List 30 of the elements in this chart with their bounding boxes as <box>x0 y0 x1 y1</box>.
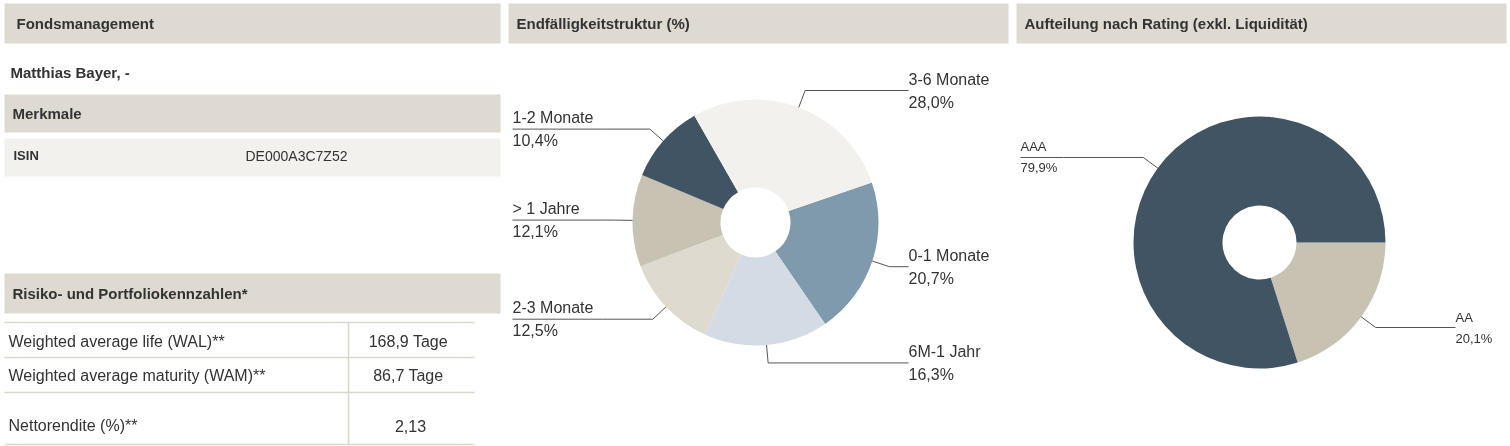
text: Fondsmanagement <box>16 15 155 32</box>
text: Weighted average life (WAL)** <box>8 333 225 350</box>
data-label: 10,4% <box>512 132 558 150</box>
data-label: 20,7% <box>908 269 954 287</box>
slice-label: AAA <box>1020 139 1047 155</box>
data-label: 20,1% <box>1455 330 1493 346</box>
data-label: 12,5% <box>512 322 558 340</box>
text: Nettorendite (%)** <box>8 417 138 434</box>
chart-title: Aufteilung nach Rating (exkl. Liquidität) <box>1024 15 1308 32</box>
chart-title: Endfälligkeitstruktur (%) <box>516 15 690 32</box>
data-label: 28,0% <box>908 93 954 111</box>
slice-label: 0-1 Monate <box>908 246 990 264</box>
text: Merkmale <box>12 105 82 122</box>
slice-label: 2-3 Monate <box>512 299 594 317</box>
data-label: 16,3% <box>908 365 954 383</box>
data-label: 79,9% <box>1020 160 1058 176</box>
slice-label: AA <box>1455 309 1474 325</box>
slice-label: 6M-1 Jahr <box>908 342 982 360</box>
text: Risiko- und Portfoliokennzahlen* <box>12 285 248 302</box>
text: ISIN <box>13 148 39 163</box>
text: 2,13 <box>394 417 427 435</box>
text: Matthias Bayer, - <box>10 64 130 81</box>
slice-label: 3-6 Monate <box>908 70 990 88</box>
text: 86,7 Tage <box>373 367 444 384</box>
text: DE000A3C7Z52 <box>245 147 348 164</box>
slice-label: 1-2 Monate <box>512 109 594 127</box>
text: 168,9 Tage <box>368 333 448 350</box>
slice-label: > 1 Jahre <box>512 200 580 218</box>
data-label: 12,1% <box>512 223 558 241</box>
text: Weighted average maturity (WAM)** <box>8 367 266 384</box>
